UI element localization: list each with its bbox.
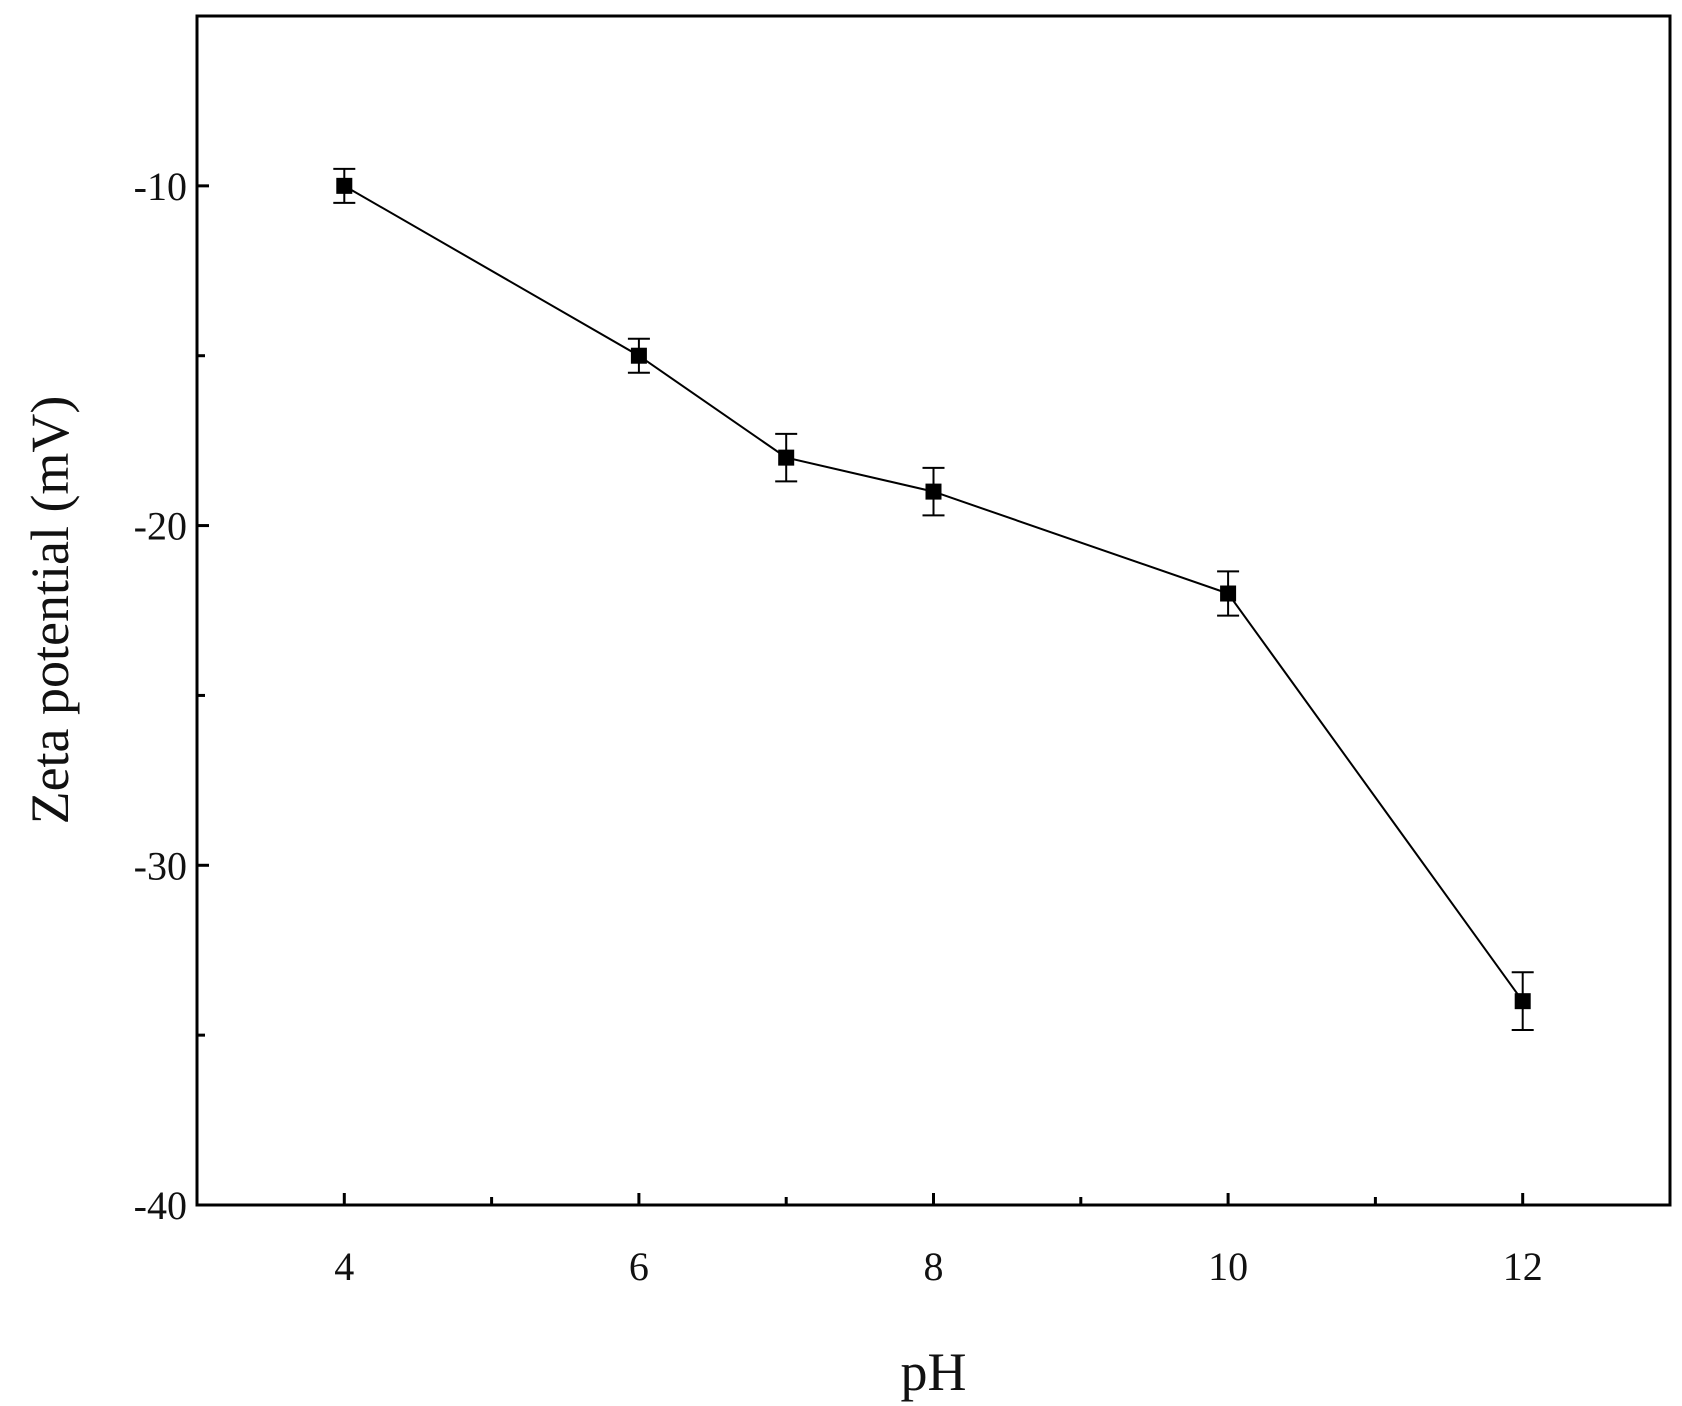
plot-area-frame: [195, 14, 1672, 1207]
data-point-marker: [778, 449, 795, 466]
x-tick-label: 8: [924, 1244, 944, 1289]
x-tick-label: 4: [334, 1244, 354, 1289]
data-series: [333, 167, 1534, 1032]
y-tick-label: -40: [134, 1183, 187, 1228]
x-axis-title: pH: [901, 1342, 967, 1402]
y-axis-title: Zeta potential (mV): [20, 396, 80, 825]
data-point-marker: [1220, 585, 1237, 602]
y-axis: -10 -20 -30 -40: [134, 164, 209, 1228]
y-tick-label: -30: [134, 843, 187, 888]
y-tick-label: -10: [134, 164, 187, 209]
data-point-marker: [336, 177, 353, 194]
y-tick-label: -20: [134, 504, 187, 549]
data-point-marker: [1514, 993, 1531, 1010]
x-tick-label: 12: [1503, 1244, 1543, 1289]
x-tick-label: 6: [629, 1244, 649, 1289]
data-point-marker: [925, 483, 942, 500]
series-line: [343, 184, 1524, 1002]
x-tick-label: 10: [1208, 1244, 1248, 1289]
x-axis: 4 6 8 10 12: [334, 1193, 1543, 1289]
data-point-marker: [630, 347, 647, 364]
